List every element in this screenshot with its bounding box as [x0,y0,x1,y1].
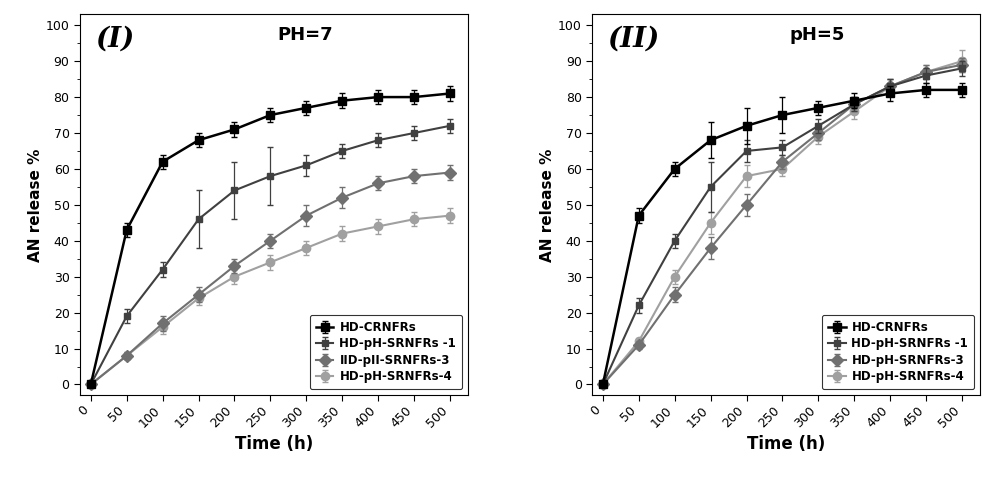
Text: (II): (II) [608,26,660,53]
Legend: HD-CRNFRs, HD-pH-SRNFRs -1, HD-pH-SRNFRs-3, HD-pH-SRNFRs-4: HD-CRNFRs, HD-pH-SRNFRs -1, HD-pH-SRNFRs… [822,315,974,389]
X-axis label: Time (h): Time (h) [235,435,313,453]
Y-axis label: AN release %: AN release % [28,148,43,262]
Text: (I): (I) [96,26,135,53]
Text: pH=5: pH=5 [789,26,845,44]
Text: PH=7: PH=7 [277,26,333,44]
Legend: HD-CRNFRs, HD-pH-SRNFRs -1, IID-pII-SRNFRs-3, HD-pH-SRNFRs-4: HD-CRNFRs, HD-pH-SRNFRs -1, IID-pII-SRNF… [310,315,462,389]
X-axis label: Time (h): Time (h) [747,435,825,453]
Y-axis label: AN release %: AN release % [540,148,555,262]
